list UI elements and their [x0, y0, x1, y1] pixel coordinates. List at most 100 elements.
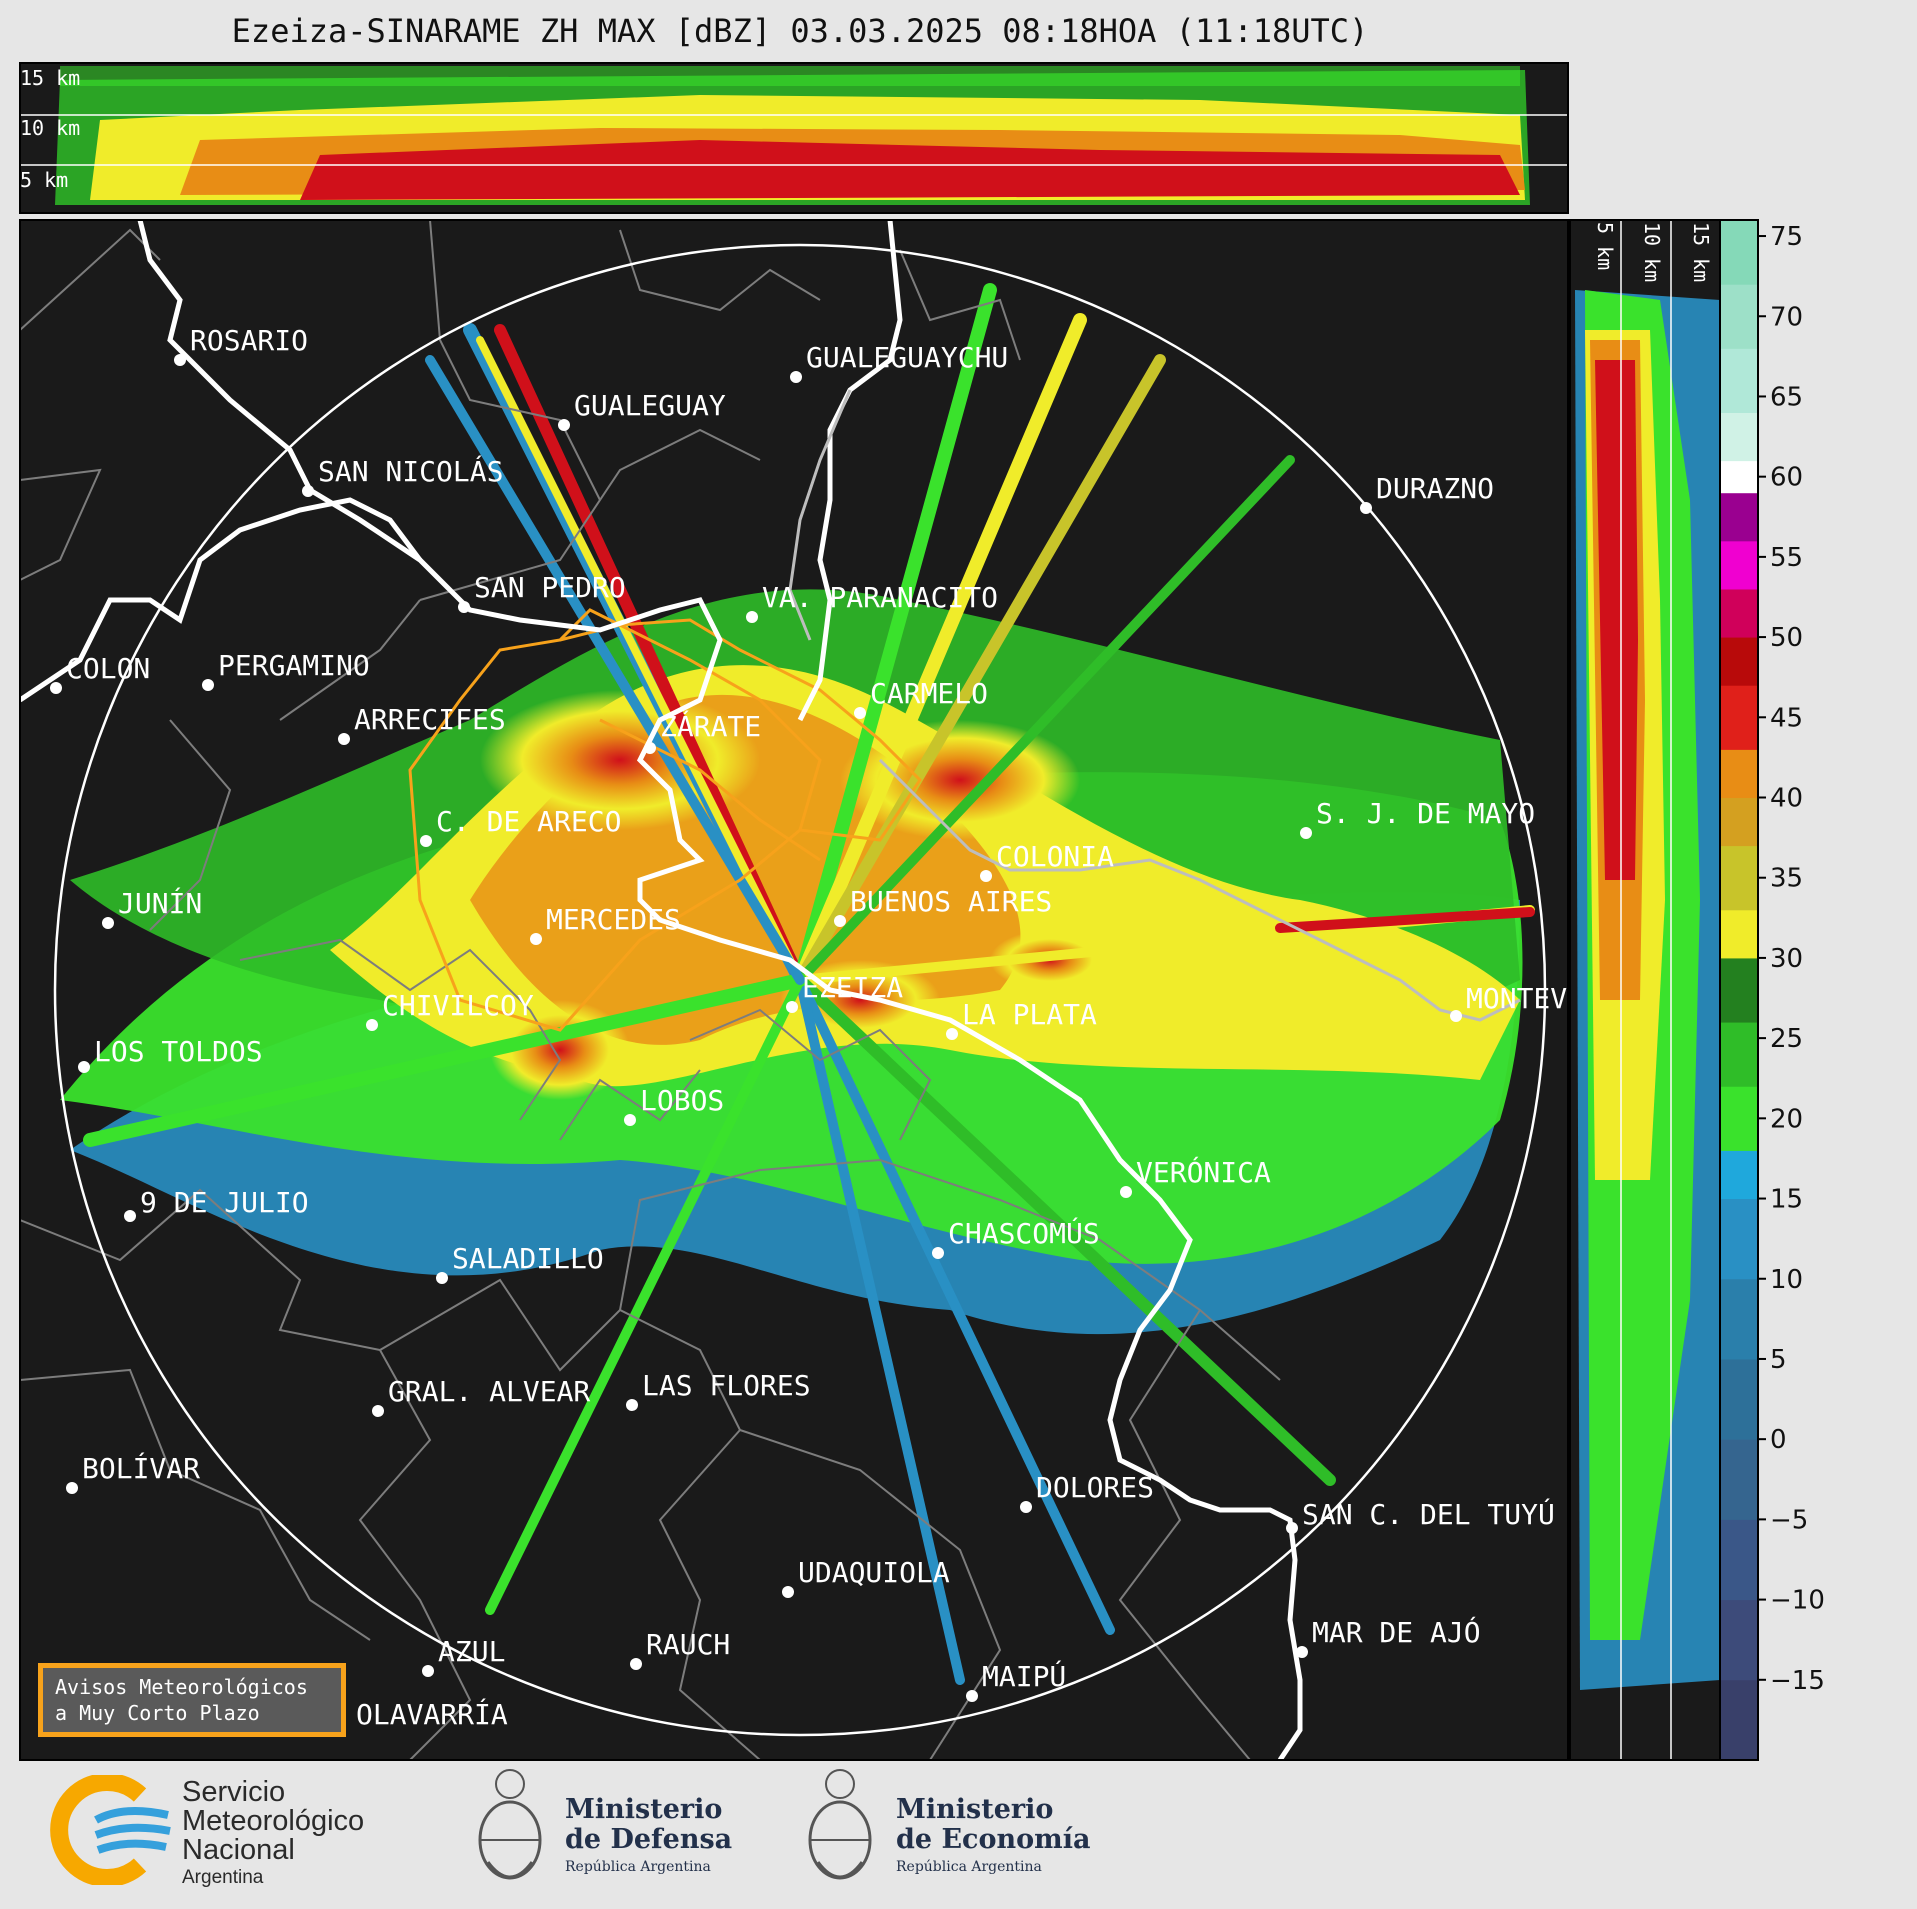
colorbar-band — [1720, 460, 1758, 494]
city-marker — [782, 1586, 794, 1598]
city-label: LAS FLORES — [642, 1369, 811, 1402]
city-marker — [78, 1061, 90, 1073]
colorbar-band — [1720, 1198, 1758, 1280]
radar-map[interactable]: ROSARIO GUALEGUAYCHU GUALEGUAY SAN NICOLÁS D… — [19, 219, 1569, 1761]
colorbar-tick-label: −5 — [1770, 1505, 1808, 1535]
colorbar-band — [1720, 1439, 1758, 1520]
colorbar-tick-label: 25 — [1770, 1024, 1803, 1054]
range-ring — [53, 243, 1547, 1737]
city-marker — [302, 485, 314, 497]
colorbar-band — [1720, 588, 1758, 638]
avisos-button[interactable]: Avisos Meteorológicos a Muy Corto Plazo — [38, 1663, 346, 1737]
admin-boundaries — [20, 220, 1281, 1760]
city-marker — [624, 1114, 636, 1126]
city-label: ARRECIFES — [354, 703, 506, 736]
city-marker — [966, 1690, 978, 1702]
avisos-line1: Avisos Meteorológicos — [55, 1675, 308, 1699]
argentina-coat-of-arms-icon — [808, 1769, 872, 1880]
city-marker — [124, 1210, 136, 1222]
colorbar-tick-label: 75 — [1770, 222, 1803, 252]
colorbar-band — [1720, 412, 1758, 462]
top-height-15km: 15 km — [20, 66, 80, 90]
city-marker — [174, 354, 186, 366]
city-label: CARMELO — [870, 677, 988, 710]
city-label: SAN NICOLÁS — [318, 454, 503, 488]
city-marker — [1296, 1646, 1308, 1658]
top-height-5km: 5 km — [20, 168, 68, 192]
city-label: GUALEGUAY — [574, 389, 726, 422]
city-marker — [790, 371, 802, 383]
city-label: DURAZNO — [1376, 472, 1494, 505]
city-marker — [786, 1001, 798, 1013]
city-marker — [530, 933, 542, 945]
colorbar-tick-label: 5 — [1770, 1345, 1787, 1375]
colorbar-bands — [1720, 220, 1758, 1761]
city-label: UDAQUIOLA — [798, 1556, 950, 1589]
colorbar-tick-label: 55 — [1770, 543, 1803, 573]
city-label: MERCEDES — [546, 903, 681, 936]
city-label: CHIVILCOY — [382, 989, 534, 1022]
colorbar-tick-label: −15 — [1770, 1666, 1825, 1696]
colorbar-band — [1720, 637, 1758, 686]
colorbar-band — [1720, 797, 1758, 847]
smn-line4: Argentina — [182, 1867, 264, 1888]
city-label: EZEIZA — [802, 971, 903, 1004]
city-marker — [946, 1028, 958, 1040]
city-label: BOLÍVAR — [82, 1451, 200, 1485]
city-label: SAN PEDRO — [474, 571, 626, 604]
economia-line2: de Economía — [896, 1824, 1091, 1855]
page-title: Ezeiza-SINARAME ZH MAX [dBZ] 03.03.2025 … — [231, 12, 1369, 50]
colorbar-band — [1720, 540, 1758, 590]
economia-line1: Ministerio — [896, 1794, 1054, 1825]
city-marker — [420, 835, 432, 847]
city-marker — [50, 682, 62, 694]
city-label: CHASCOMÚS — [948, 1216, 1100, 1250]
city-label: COLONIA — [996, 840, 1114, 873]
colorbar-tick-label: 0 — [1770, 1425, 1787, 1455]
city-marker — [66, 1482, 78, 1494]
city-marker — [1120, 1186, 1132, 1198]
defensa-line3: República Argentina — [565, 1859, 711, 1875]
city-label: ROSARIO — [190, 324, 308, 357]
top-height-profile: 15 km 10 km 5 km — [19, 62, 1569, 214]
reflectivity-field — [60, 283, 1535, 1685]
city-marker — [202, 679, 214, 691]
city-marker — [854, 707, 866, 719]
city-marker — [458, 601, 470, 613]
city-marker — [422, 1665, 434, 1677]
side-height-10km: 10 km — [1640, 222, 1664, 282]
defensa-logo-text: Ministerio de Defensa República Argentin… — [565, 1795, 732, 1876]
city-label: VA. PARANACITO — [762, 581, 998, 614]
colorbar-tick-label: 30 — [1770, 944, 1803, 974]
side-height-profile: 5 km 10 km 15 km — [1569, 219, 1721, 1761]
city-marker — [746, 611, 758, 623]
colorbar-tick-label: 65 — [1770, 382, 1803, 412]
colorbar-tick-label: 50 — [1770, 623, 1803, 653]
city-label: SALADILLO — [452, 1242, 604, 1275]
city-label: S. J. DE MAYO — [1316, 797, 1535, 830]
city-label: MONTEV — [1466, 982, 1567, 1015]
smn-logo — [50, 1775, 171, 1885]
colorbar-tick-label: 40 — [1770, 784, 1803, 814]
colorbar-tick-label: 15 — [1770, 1185, 1803, 1215]
city-marker — [626, 1399, 638, 1411]
colorbar-band — [1720, 909, 1758, 959]
city-marker — [1300, 827, 1312, 839]
city-marker — [436, 1272, 448, 1284]
city-label: LOS TOLDOS — [94, 1035, 263, 1068]
coastlines — [20, 220, 1521, 1760]
city-label: VERÓNICA — [1136, 1155, 1271, 1189]
city-marker — [366, 1019, 378, 1031]
colorbar-band — [1720, 1022, 1758, 1087]
economia-line3: República Argentina — [896, 1859, 1042, 1875]
colorbar-band — [1720, 957, 1758, 1023]
colorbar-band — [1720, 1679, 1758, 1761]
city-label: MAR DE AJÓ — [1312, 1615, 1481, 1649]
side-height-15km: 15 km — [1689, 222, 1713, 282]
colorbar-band — [1720, 749, 1758, 798]
smn-line2: Meteorológico — [182, 1805, 365, 1837]
colorbar-band — [1720, 220, 1758, 285]
colorbar-band — [1720, 1150, 1758, 1200]
